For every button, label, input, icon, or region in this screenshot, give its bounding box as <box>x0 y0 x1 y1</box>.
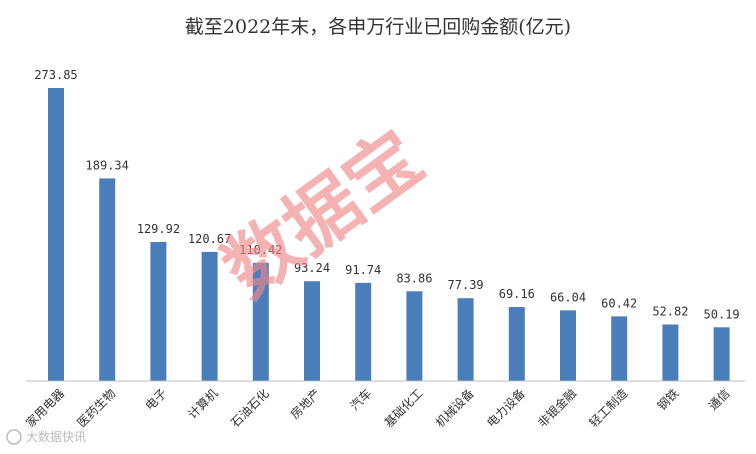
bar-5 <box>252 262 269 381</box>
value-label-7: 91.74 <box>345 263 381 277</box>
category-label-7: 汽车 <box>347 386 375 414</box>
category-label-10: 电力设备 <box>484 386 528 430</box>
value-label-9: 77.39 <box>448 278 484 292</box>
bar-8 <box>406 291 423 381</box>
value-label-1: 273.85 <box>34 68 77 82</box>
value-label-14: 50.19 <box>704 307 740 321</box>
value-labels-group: 273.85 189.34 129.92 120.67 110.42 93.24 91.74… <box>34 68 739 321</box>
value-label-5: 110.42 <box>239 243 282 257</box>
category-label-1: 家用电器 <box>23 386 68 431</box>
bar-6 <box>304 281 320 381</box>
brand-logo: 大数据快讯 <box>6 429 86 445</box>
bar-11 <box>560 310 576 381</box>
category-label-4: 计算机 <box>185 386 221 422</box>
bar-14 <box>713 327 730 381</box>
bar-10 <box>508 307 525 381</box>
bar-3 <box>150 241 167 381</box>
bar-2 <box>99 178 116 381</box>
brand-icon <box>6 429 22 445</box>
bar-7 <box>355 282 372 381</box>
category-label-14: 通信 <box>706 386 733 413</box>
category-label-9: 机械设备 <box>432 386 477 431</box>
bar-9 <box>457 298 474 381</box>
bar-4 <box>201 251 218 381</box>
brand-text: 大数据快讯 <box>26 429 86 444</box>
bars-group <box>48 88 730 381</box>
value-label-11: 66.04 <box>550 290 586 304</box>
category-label-8: 基础化工 <box>382 386 426 430</box>
value-label-8: 83.86 <box>396 271 432 285</box>
value-label-3: 129.92 <box>137 222 180 236</box>
bar-12 <box>611 316 628 381</box>
category-label-3: 电子 <box>143 386 170 413</box>
category-label-11: 非银金融 <box>535 386 580 431</box>
value-label-2: 189.34 <box>86 158 129 172</box>
category-label-6: 房地产 <box>287 386 323 422</box>
value-label-12: 60.42 <box>601 296 637 310</box>
value-label-13: 52.82 <box>652 304 688 318</box>
chart-title: 截至2022年末，各申万行业已回购金额(亿元) <box>184 16 572 38</box>
category-label-13: 钢铁 <box>655 386 682 413</box>
bar-1 <box>48 88 64 381</box>
bar-13 <box>662 324 679 381</box>
value-label-10: 69.16 <box>499 287 535 301</box>
category-labels-group: 家用电器 医药生物 电子 计算机 石油石化 房地产 汽车 基础化工 机械设备 电力设备 非银金融 轻工… <box>23 386 733 431</box>
value-label-4: 120.67 <box>188 232 231 246</box>
value-label-6: 93.24 <box>294 261 330 275</box>
category-label-2: 医药生物 <box>74 386 118 430</box>
category-label-5: 石油石化 <box>228 386 272 430</box>
category-label-12: 轻工制造 <box>586 386 630 430</box>
